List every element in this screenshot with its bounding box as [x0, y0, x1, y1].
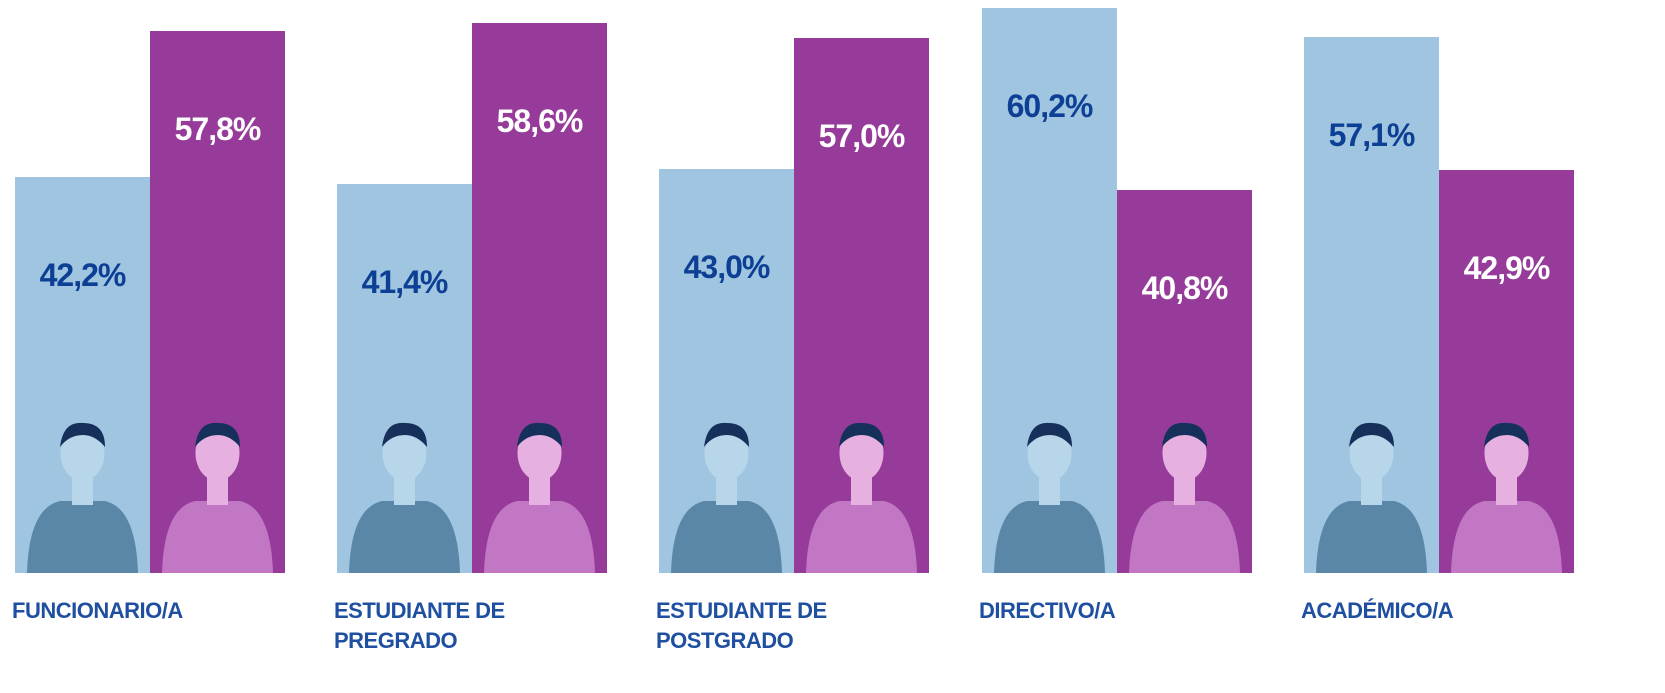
illustration — [27, 422, 138, 573]
category-label: ESTUDIANTE DE POSTGRADO — [656, 598, 827, 653]
category-label: FUNCIONARIO/A — [12, 598, 183, 623]
bar: 41,4% — [337, 184, 472, 573]
illustration — [484, 422, 595, 573]
value-label: 40,8% — [1141, 270, 1229, 307]
illustration — [671, 422, 782, 573]
value-label: 58,6% — [496, 103, 584, 140]
bar: 57,0% — [794, 38, 929, 573]
value-label: 60,2% — [1006, 88, 1094, 124]
value-label: 43,0% — [683, 249, 771, 286]
bar: 43,0% — [659, 169, 794, 573]
bar: 57,1% — [1304, 37, 1439, 573]
bar: 60,2% — [982, 8, 1117, 573]
bar: 57,8% — [150, 30, 285, 573]
bar: 40,8% — [1117, 190, 1252, 573]
value-label: 57,1% — [1328, 117, 1416, 154]
value-label: 42,9% — [1463, 250, 1551, 287]
category-label: ESTUDIANTE DE PREGRADO — [334, 598, 505, 653]
value-label: 57,8% — [174, 110, 262, 147]
value-label: 42,2% — [39, 256, 127, 293]
illustration — [1129, 422, 1240, 573]
bar: 58,6% — [472, 23, 607, 573]
bar: 42,9% — [1439, 170, 1574, 573]
illustration — [349, 422, 460, 573]
illustration — [162, 422, 273, 573]
bar: 42,2% — [15, 176, 150, 573]
illustration — [1316, 422, 1427, 573]
value-label: 57,0% — [818, 118, 906, 155]
category-label: DIRECTIVO/A — [979, 598, 1116, 623]
illustration — [806, 422, 917, 573]
category-label: ACADÉMICO/A — [1301, 598, 1454, 623]
illustration — [1451, 422, 1562, 573]
value-label: 41,4% — [361, 264, 449, 301]
illustration — [994, 422, 1105, 573]
